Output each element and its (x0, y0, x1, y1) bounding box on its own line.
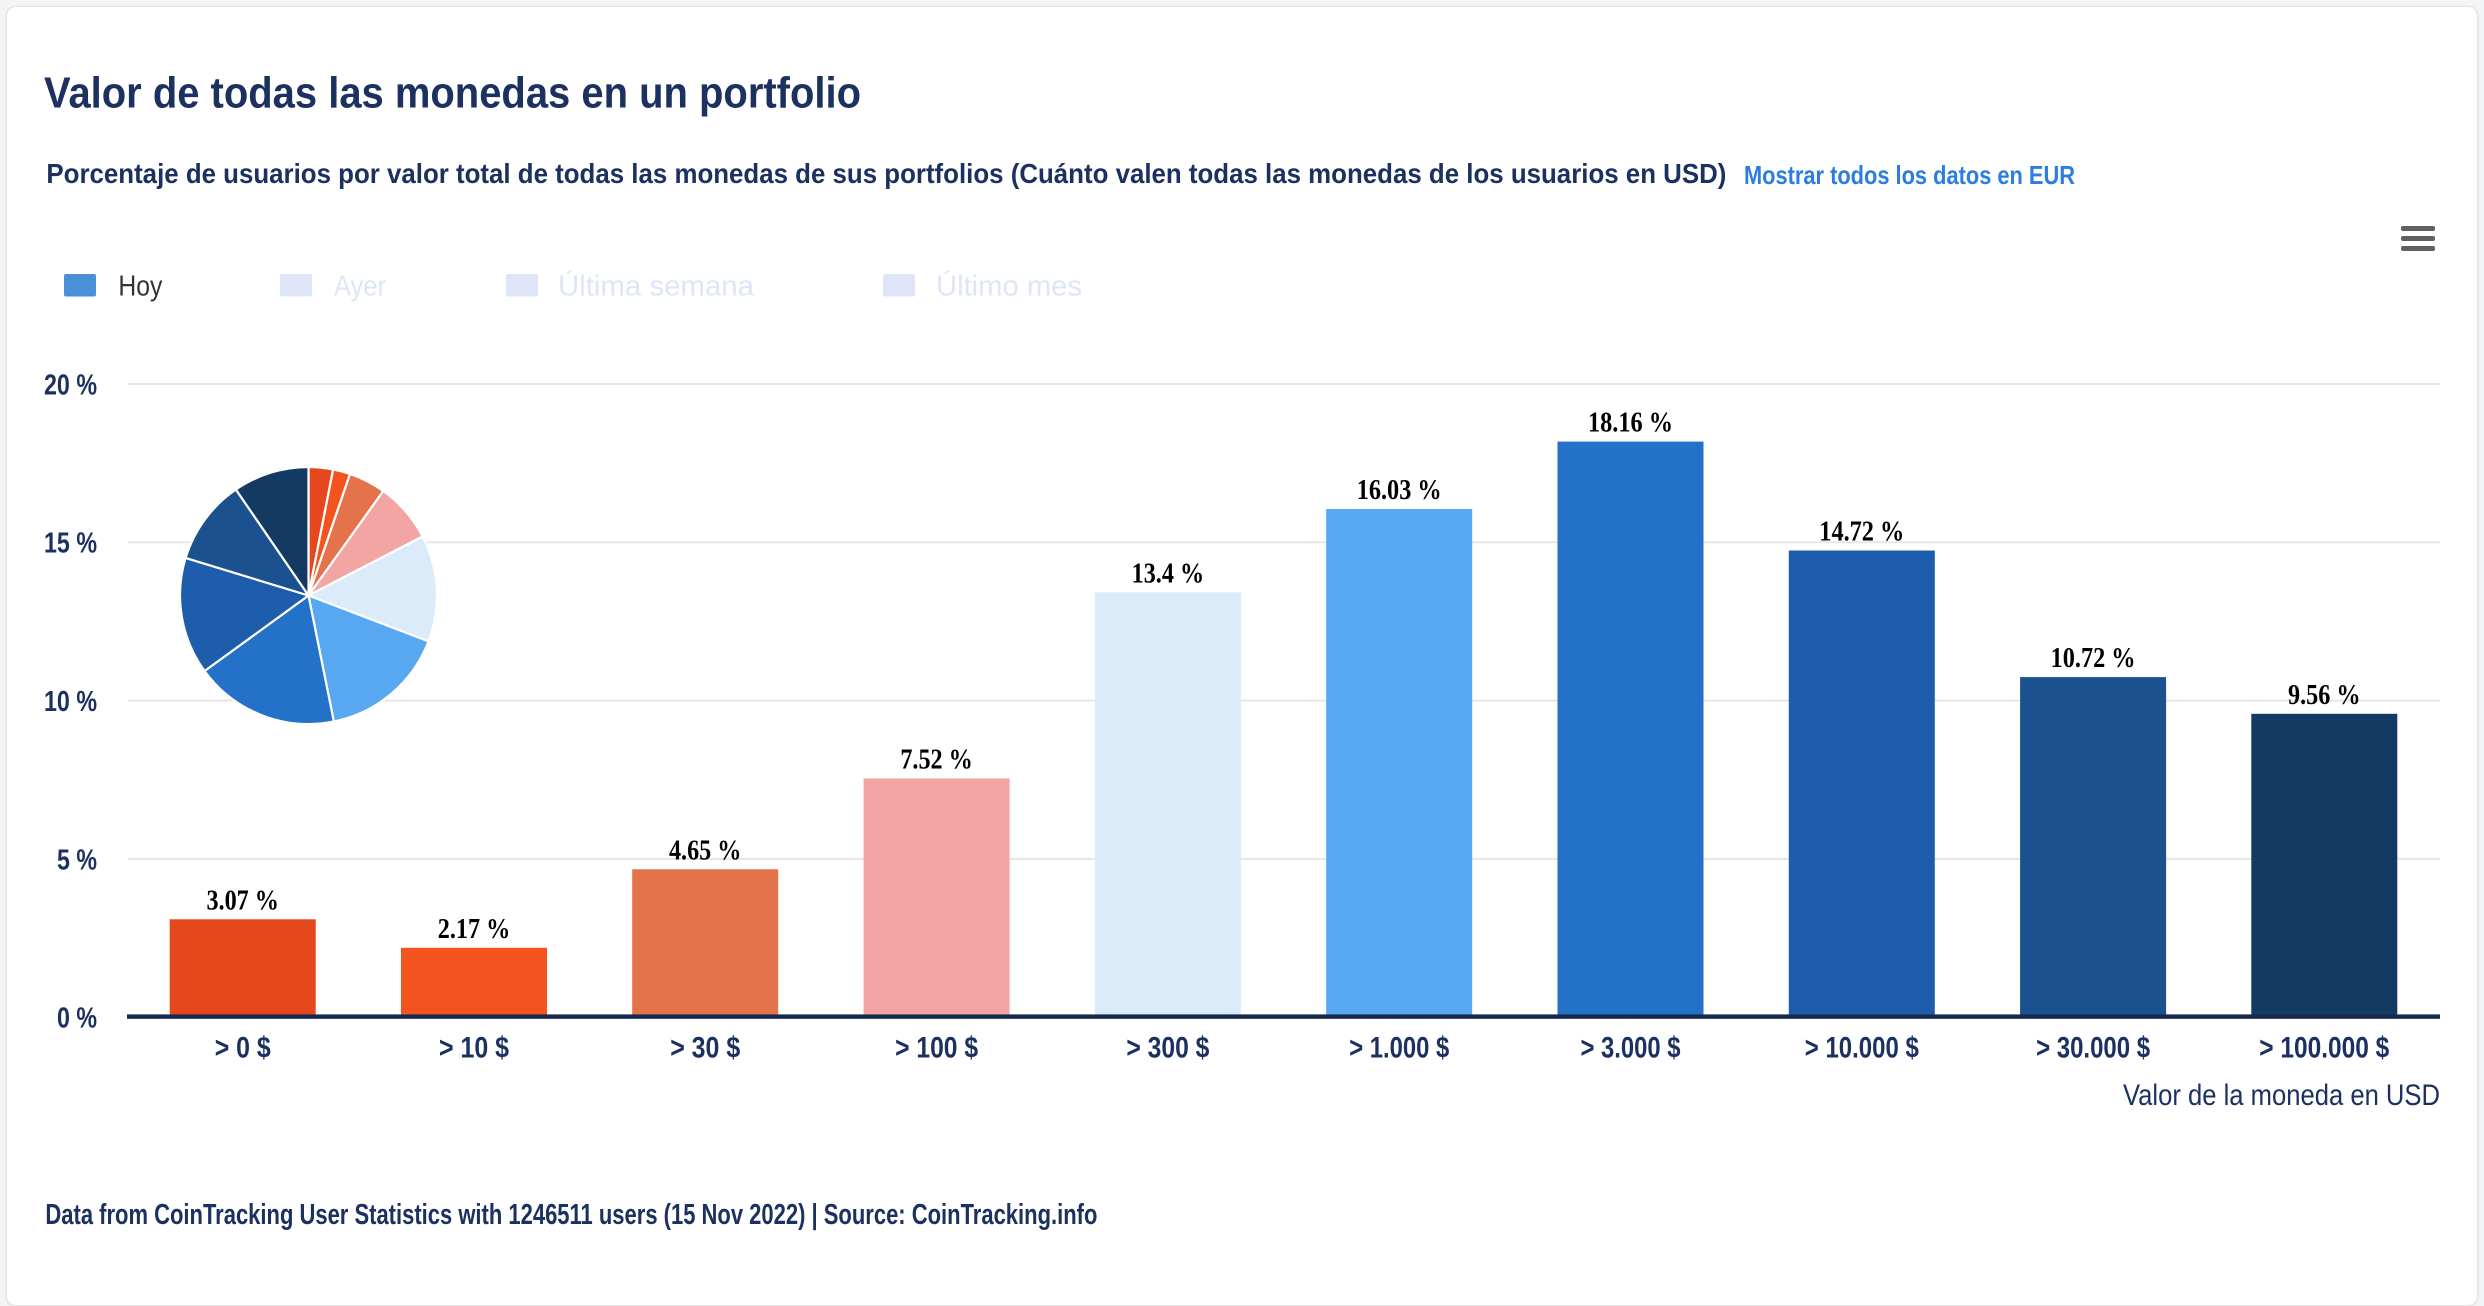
svg-text:Última semana: Última semana (558, 270, 755, 303)
svg-text:Hoy: Hoy (118, 271, 162, 303)
svg-text:9.56 %: 9.56 % (2288, 680, 2361, 711)
svg-text:0 %: 0 % (57, 1003, 97, 1035)
svg-text:Valor de la moneda en USD: Valor de la moneda en USD (2123, 1079, 2440, 1112)
svg-text:14.72 %: 14.72 % (1819, 517, 1904, 548)
svg-text:4.65 %: 4.65 % (669, 835, 742, 866)
svg-text:Valor de todas las monedas en: Valor de todas las monedas en un portfol… (44, 69, 861, 118)
svg-text:7.52 %: 7.52 % (900, 744, 973, 775)
svg-text:2.17 %: 2.17 % (438, 914, 511, 945)
svg-text:15 %: 15 % (44, 528, 97, 560)
svg-text:Mostrar todos los datos en EUR: Mostrar todos los datos en EUR (1744, 160, 2075, 190)
svg-text:> 3.000 $: > 3.000 $ (1581, 1031, 1681, 1064)
svg-text:> 100 $: > 100 $ (895, 1031, 978, 1064)
svg-text:18.16 %: 18.16 % (1588, 408, 1673, 439)
svg-text:Ayer: Ayer (334, 271, 386, 303)
svg-text:16.03 %: 16.03 % (1357, 475, 1442, 506)
svg-text:> 100.000 $: > 100.000 $ (2259, 1031, 2389, 1064)
svg-text:> 30 $: > 30 $ (670, 1031, 740, 1064)
svg-text:10 %: 10 % (44, 686, 97, 718)
svg-text:3.07 %: 3.07 % (206, 885, 279, 916)
svg-text:> 0 $: > 0 $ (215, 1031, 271, 1064)
svg-text:> 10.000 $: > 10.000 $ (1805, 1031, 1919, 1064)
svg-text:> 300 $: > 300 $ (1126, 1031, 1209, 1064)
svg-text:10.72 %: 10.72 % (2051, 643, 2136, 674)
svg-text:20 %: 20 % (44, 369, 97, 401)
svg-text:Data from CoinTracking User St: Data from CoinTracking User Statistics w… (45, 1199, 1097, 1231)
svg-text:> 30.000 $: > 30.000 $ (2036, 1031, 2150, 1064)
svg-text:> 1.000 $: > 1.000 $ (1349, 1031, 1449, 1064)
svg-text:Último mes: Último mes (936, 270, 1082, 303)
svg-text:> 10 $: > 10 $ (439, 1031, 509, 1064)
svg-text:Porcentaje de usuarios por val: Porcentaje de usuarios por valor total d… (46, 158, 1726, 189)
svg-text:13.4 %: 13.4 % (1132, 558, 1205, 589)
svg-text:5 %: 5 % (57, 844, 97, 876)
